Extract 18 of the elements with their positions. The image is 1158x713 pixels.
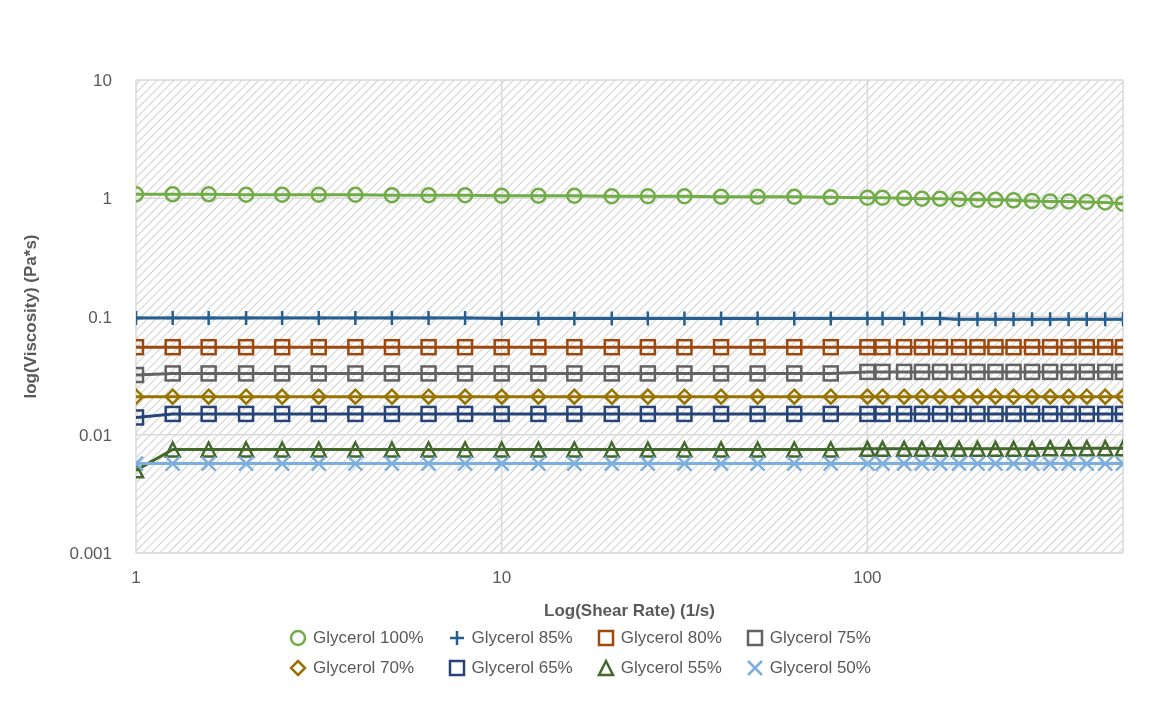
y-tick-label: 10 <box>93 71 112 91</box>
legend-label: Glycerol 100% <box>313 628 424 648</box>
legend-label: Glycerol 55% <box>620 658 722 678</box>
legend-label: Glycerol 50% <box>769 658 871 678</box>
x-tick-label: 100 <box>853 568 882 588</box>
legend-label: Glycerol 75% <box>769 628 871 648</box>
y-tick-label: 0.01 <box>78 425 112 445</box>
y-tick-label: 0.001 <box>69 544 112 564</box>
legend-label: Glycerol 65% <box>471 658 573 678</box>
y-tick-label: 0.1 <box>88 307 112 327</box>
legend-label: Glycerol 85% <box>471 628 573 648</box>
x-tick-label: 10 <box>492 568 512 588</box>
y-axis-title: log(Viscosity) (Pa*s) <box>21 234 41 399</box>
x-tick-label: 1 <box>131 568 141 588</box>
legend-label: Glycerol 80% <box>620 628 722 648</box>
x-axis-title: Log(Shear Rate) (1/s) <box>544 601 715 620</box>
y-tick-label: 1 <box>102 189 112 209</box>
legend-label: Glycerol 70% <box>313 658 415 678</box>
